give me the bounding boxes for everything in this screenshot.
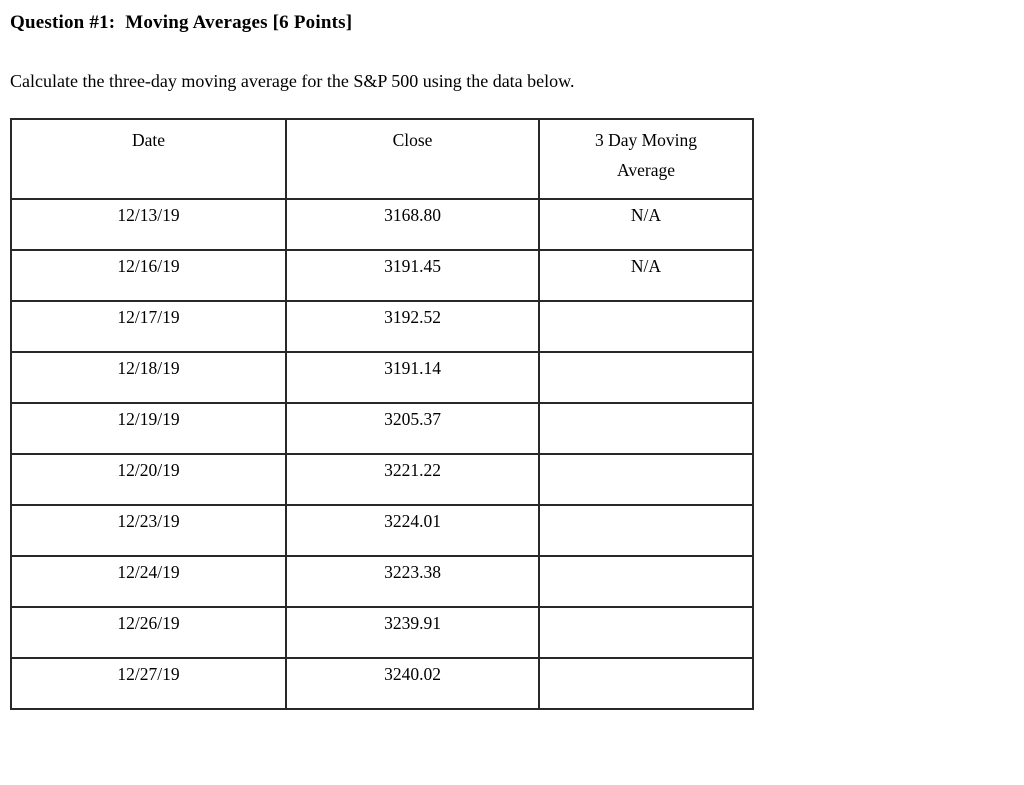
question-instruction: Calculate the three-day moving average f… (10, 71, 575, 91)
moving-average-cell (538, 402, 754, 455)
moving-average-cell: N/A (538, 198, 754, 251)
table-row: 12/17/19 3192.52 (10, 300, 754, 353)
column-header-close: Close (285, 118, 540, 200)
date-cell: 12/24/19 (10, 555, 287, 608)
table-header-row: Date Close 3 Day Moving Average (10, 118, 754, 200)
date-cell: 12/18/19 (10, 351, 287, 404)
close-cell: 3240.02 (285, 657, 540, 710)
table-body: 12/13/19 3168.80 N/A 12/16/19 3191.45 N/… (10, 198, 754, 710)
close-cell: 3239.91 (285, 606, 540, 659)
column-header-moving-average-label: 3 Day Moving Average (594, 130, 698, 180)
date-cell: 12/17/19 (10, 300, 287, 353)
table-row: 12/24/19 3223.38 (10, 555, 754, 608)
column-header-moving-average: 3 Day Moving Average (538, 118, 754, 200)
close-cell: 3191.14 (285, 351, 540, 404)
table-row: 12/27/19 3240.02 (10, 657, 754, 710)
moving-average-cell (538, 657, 754, 710)
date-cell: 12/13/19 (10, 198, 287, 251)
column-header-date: Date (10, 118, 287, 200)
date-cell: 12/26/19 (10, 606, 287, 659)
moving-average-cell (538, 555, 754, 608)
table-row: 12/26/19 3239.91 (10, 606, 754, 659)
date-cell: 12/23/19 (10, 504, 287, 557)
date-cell: 12/16/19 (10, 249, 287, 302)
moving-average-table: Date Close 3 Day Moving Average 12/13/19… (10, 118, 754, 710)
close-cell: 3223.38 (285, 555, 540, 608)
close-cell: 3205.37 (285, 402, 540, 455)
moving-average-cell (538, 504, 754, 557)
column-header-close-label: Close (392, 130, 433, 150)
table-row: 12/18/19 3191.14 (10, 351, 754, 404)
close-cell: 3168.80 (285, 198, 540, 251)
table-row: 12/23/19 3224.01 (10, 504, 754, 557)
close-cell: 3192.52 (285, 300, 540, 353)
moving-average-cell (538, 606, 754, 659)
question-title: Question #1: Moving Averages [6 Points] (10, 12, 353, 33)
moving-average-cell: N/A (538, 249, 754, 302)
close-cell: 3221.22 (285, 453, 540, 506)
table-row: 12/20/19 3221.22 (10, 453, 754, 506)
date-cell: 12/19/19 (10, 402, 287, 455)
date-cell: 12/27/19 (10, 657, 287, 710)
moving-average-cell (538, 351, 754, 404)
moving-average-cell (538, 453, 754, 506)
date-cell: 12/20/19 (10, 453, 287, 506)
moving-average-cell (538, 300, 754, 353)
close-cell: 3191.45 (285, 249, 540, 302)
close-cell: 3224.01 (285, 504, 540, 557)
table-row: 12/16/19 3191.45 N/A (10, 249, 754, 302)
table-row: 12/13/19 3168.80 N/A (10, 198, 754, 251)
column-header-date-label: Date (131, 130, 166, 150)
table-row: 12/19/19 3205.37 (10, 402, 754, 455)
